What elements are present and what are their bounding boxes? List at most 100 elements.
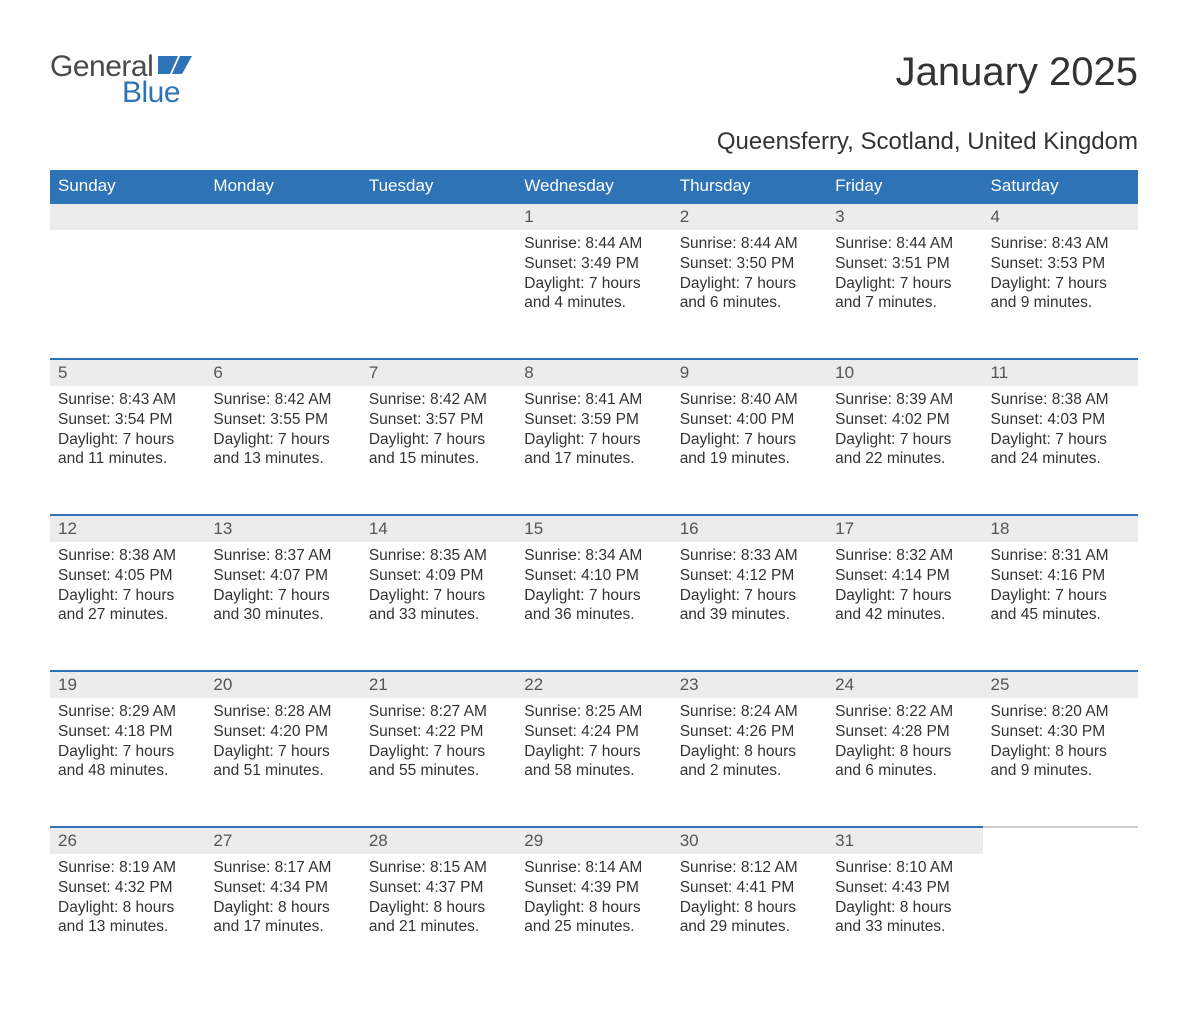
weekday-header: Wednesday [516, 170, 671, 202]
day-number: 9 [672, 358, 827, 386]
day-number: 27 [205, 826, 360, 854]
daylight-text-2: and 24 minutes. [991, 449, 1130, 469]
daylight-text-1: Daylight: 7 hours [680, 430, 819, 450]
day-cell: Sunrise: 8:25 AMSunset: 4:24 PMDaylight:… [516, 698, 671, 826]
daylight-text-1: Daylight: 7 hours [524, 430, 663, 450]
day-number: 24 [827, 670, 982, 698]
day-number: 4 [983, 202, 1138, 230]
daylight-text-1: Daylight: 7 hours [991, 274, 1130, 294]
day-number: 31 [827, 826, 982, 854]
sunrise-text: Sunrise: 8:19 AM [58, 858, 197, 878]
sunrise-text: Sunrise: 8:39 AM [835, 390, 974, 410]
day-number: 26 [50, 826, 205, 854]
daylight-text-1: Daylight: 7 hours [835, 430, 974, 450]
day-content: Sunrise: 8:44 AMSunset: 3:51 PMDaylight:… [827, 230, 982, 323]
daylight-text-2: and 2 minutes. [680, 761, 819, 781]
sunrise-text: Sunrise: 8:12 AM [680, 858, 819, 878]
empty-day [50, 202, 205, 230]
day-number: 2 [672, 202, 827, 230]
daylight-text-2: and 36 minutes. [524, 605, 663, 625]
day-content: Sunrise: 8:37 AMSunset: 4:07 PMDaylight:… [205, 542, 360, 635]
day-content: Sunrise: 8:43 AMSunset: 3:53 PMDaylight:… [983, 230, 1138, 323]
day-number: 23 [672, 670, 827, 698]
sunset-text: Sunset: 3:54 PM [58, 410, 197, 430]
daylight-text-1: Daylight: 7 hours [680, 586, 819, 606]
day-number: 12 [50, 514, 205, 542]
daylight-text-2: and 22 minutes. [835, 449, 974, 469]
day-number-row: 1234 [50, 202, 1138, 230]
day-content: Sunrise: 8:15 AMSunset: 4:37 PMDaylight:… [361, 854, 516, 947]
sunset-text: Sunset: 3:51 PM [835, 254, 974, 274]
day-content: Sunrise: 8:44 AMSunset: 3:49 PMDaylight:… [516, 230, 671, 323]
logo: General Blue [50, 50, 192, 110]
daylight-text-2: and 27 minutes. [58, 605, 197, 625]
daylight-text-2: and 13 minutes. [213, 449, 352, 469]
day-cell: Sunrise: 8:43 AMSunset: 3:53 PMDaylight:… [983, 230, 1138, 358]
sunset-text: Sunset: 4:12 PM [680, 566, 819, 586]
day-content: Sunrise: 8:20 AMSunset: 4:30 PMDaylight:… [983, 698, 1138, 791]
day-content: Sunrise: 8:29 AMSunset: 4:18 PMDaylight:… [50, 698, 205, 791]
sunrise-text: Sunrise: 8:29 AM [58, 702, 197, 722]
day-content: Sunrise: 8:17 AMSunset: 4:34 PMDaylight:… [205, 854, 360, 947]
sunrise-text: Sunrise: 8:34 AM [524, 546, 663, 566]
sunset-text: Sunset: 4:18 PM [58, 722, 197, 742]
day-number: 17 [827, 514, 982, 542]
sunrise-text: Sunrise: 8:38 AM [991, 390, 1130, 410]
day-cell: Sunrise: 8:24 AMSunset: 4:26 PMDaylight:… [672, 698, 827, 826]
day-cell: Sunrise: 8:40 AMSunset: 4:00 PMDaylight:… [672, 386, 827, 514]
day-number-row: 19202122232425 [50, 670, 1138, 698]
day-content: Sunrise: 8:24 AMSunset: 4:26 PMDaylight:… [672, 698, 827, 791]
daylight-text-2: and 17 minutes. [213, 917, 352, 937]
daylight-text-1: Daylight: 7 hours [369, 742, 508, 762]
sunset-text: Sunset: 3:50 PM [680, 254, 819, 274]
daylight-text-1: Daylight: 7 hours [835, 586, 974, 606]
day-cell: Sunrise: 8:28 AMSunset: 4:20 PMDaylight:… [205, 698, 360, 826]
daylight-text-2: and 9 minutes. [991, 761, 1130, 781]
daylight-text-2: and 55 minutes. [369, 761, 508, 781]
sunset-text: Sunset: 4:14 PM [835, 566, 974, 586]
day-number-row: 567891011 [50, 358, 1138, 386]
day-number: 29 [516, 826, 671, 854]
daylight-text-2: and 30 minutes. [213, 605, 352, 625]
day-content: Sunrise: 8:44 AMSunset: 3:50 PMDaylight:… [672, 230, 827, 323]
sunrise-text: Sunrise: 8:38 AM [58, 546, 197, 566]
day-content: Sunrise: 8:28 AMSunset: 4:20 PMDaylight:… [205, 698, 360, 791]
sunrise-text: Sunrise: 8:20 AM [991, 702, 1130, 722]
week-row: Sunrise: 8:43 AMSunset: 3:54 PMDaylight:… [50, 386, 1138, 514]
day-cell: Sunrise: 8:43 AMSunset: 3:54 PMDaylight:… [50, 386, 205, 514]
sunset-text: Sunset: 4:34 PM [213, 878, 352, 898]
day-number: 11 [983, 358, 1138, 386]
day-content: Sunrise: 8:22 AMSunset: 4:28 PMDaylight:… [827, 698, 982, 791]
day-cell: Sunrise: 8:20 AMSunset: 4:30 PMDaylight:… [983, 698, 1138, 826]
day-cell: Sunrise: 8:42 AMSunset: 3:55 PMDaylight:… [205, 386, 360, 514]
daylight-text-2: and 42 minutes. [835, 605, 974, 625]
day-cell: Sunrise: 8:34 AMSunset: 4:10 PMDaylight:… [516, 542, 671, 670]
day-cell: Sunrise: 8:39 AMSunset: 4:02 PMDaylight:… [827, 386, 982, 514]
daylight-text-1: Daylight: 7 hours [524, 274, 663, 294]
daylight-text-2: and 58 minutes. [524, 761, 663, 781]
day-number: 5 [50, 358, 205, 386]
daylight-text-2: and 33 minutes. [835, 917, 974, 937]
sunset-text: Sunset: 4:37 PM [369, 878, 508, 898]
day-content: Sunrise: 8:40 AMSunset: 4:00 PMDaylight:… [672, 386, 827, 479]
sunrise-text: Sunrise: 8:14 AM [524, 858, 663, 878]
day-content: Sunrise: 8:12 AMSunset: 4:41 PMDaylight:… [672, 854, 827, 947]
daylight-text-1: Daylight: 8 hours [680, 898, 819, 918]
sunrise-text: Sunrise: 8:35 AM [369, 546, 508, 566]
week-row: Sunrise: 8:19 AMSunset: 4:32 PMDaylight:… [50, 854, 1138, 982]
daylight-text-2: and 6 minutes. [680, 293, 819, 313]
daylight-text-2: and 29 minutes. [680, 917, 819, 937]
daylight-text-1: Daylight: 7 hours [680, 274, 819, 294]
sunset-text: Sunset: 4:10 PM [524, 566, 663, 586]
day-cell: Sunrise: 8:32 AMSunset: 4:14 PMDaylight:… [827, 542, 982, 670]
sunrise-text: Sunrise: 8:44 AM [524, 234, 663, 254]
sunset-text: Sunset: 4:28 PM [835, 722, 974, 742]
day-number: 15 [516, 514, 671, 542]
daylight-text-1: Daylight: 8 hours [58, 898, 197, 918]
day-content: Sunrise: 8:34 AMSunset: 4:10 PMDaylight:… [516, 542, 671, 635]
day-cell: Sunrise: 8:33 AMSunset: 4:12 PMDaylight:… [672, 542, 827, 670]
sunrise-text: Sunrise: 8:32 AM [835, 546, 974, 566]
sunset-text: Sunset: 4:43 PM [835, 878, 974, 898]
day-cell [50, 230, 205, 358]
day-content: Sunrise: 8:33 AMSunset: 4:12 PMDaylight:… [672, 542, 827, 635]
